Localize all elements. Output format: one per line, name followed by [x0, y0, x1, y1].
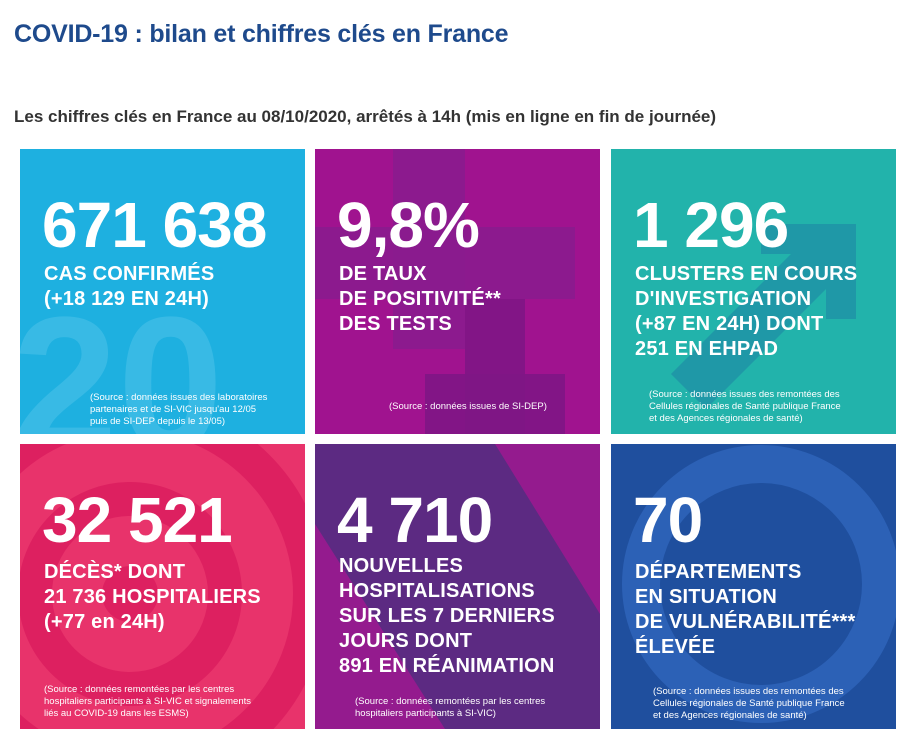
- confirmed-cases-number: 671 638: [42, 189, 267, 261]
- trend-arrow-icon: [671, 224, 856, 409]
- plus-cross-icon: [315, 149, 575, 434]
- svg-text:20: 20: [20, 278, 223, 434]
- departments-source: (Source : données issues des remontées d…: [653, 686, 845, 721]
- departments-number: 70: [633, 484, 703, 556]
- speech-bubble-icon: [622, 445, 896, 723]
- deaths-source: (Source : données remontées par les cent…: [44, 684, 251, 719]
- clusters-source: (Source : données issues des remontées d…: [649, 389, 841, 424]
- confirmed-cases-label: CAS CONFIRMÉS (+18 129 EN 24H): [44, 263, 215, 310]
- key-figures-subtitle: Les chiffres clés en France au 08/10/202…: [14, 107, 717, 126]
- positivity-rate-source: (Source : données issues de SI-DEP): [389, 401, 547, 412]
- positivity-rate-label: DE TAUX DE POSITIVITÉ** DES TESTS: [339, 263, 501, 335]
- tile-positivity-rate: 9,8% DE TAUX DE POSITIVITÉ** DES TESTS (…: [315, 149, 600, 434]
- page-title: COVID-19 : bilan et chiffres clés en Fra…: [14, 20, 509, 48]
- clusters-number: 1 296: [633, 189, 789, 261]
- tile-confirmed-cases: 20 671 638 CAS CONFIRMÉS (+18 129 EN 24H…: [20, 149, 305, 434]
- concentric-circles-icon: [20, 444, 305, 729]
- tile-clusters: 1 296 CLUSTERS EN COURS D'INVESTIGATION …: [611, 149, 896, 434]
- positivity-rate-number: 9,8%: [337, 189, 480, 261]
- tile-background-numerals-icon: 20: [20, 278, 223, 434]
- clusters-label: CLUSTERS EN COURS D'INVESTIGATION (+87 E…: [635, 263, 858, 360]
- departments-label: DÉPARTEMENTS EN SITUATION DE VULNÉRABILI…: [635, 561, 856, 658]
- hospitalisations-label: NOUVELLES HOSPITALISATIONS SUR LES 7 DER…: [339, 555, 555, 677]
- diagonal-shapes-icon: [315, 444, 600, 729]
- hospitalisations-number: 4 710: [337, 484, 493, 556]
- tile-hospitalisations: 4 710 NOUVELLES HOSPITALISATIONS SUR LES…: [315, 444, 600, 729]
- tile-deaths: 32 521 DÉCÈS* DONT 21 736 HOSPITALIERS (…: [20, 444, 305, 729]
- hospitalisations-source: (Source : données remontées par les cent…: [355, 696, 546, 719]
- tile-departments: 70 DÉPARTEMENTS EN SITUATION DE VULNÉRAB…: [611, 444, 896, 729]
- deaths-number: 32 521: [42, 484, 233, 556]
- confirmed-cases-source: (Source : données issues des laboratoire…: [90, 392, 268, 427]
- deaths-label: DÉCÈS* DONT 21 736 HOSPITALIERS (+77 en …: [44, 561, 261, 633]
